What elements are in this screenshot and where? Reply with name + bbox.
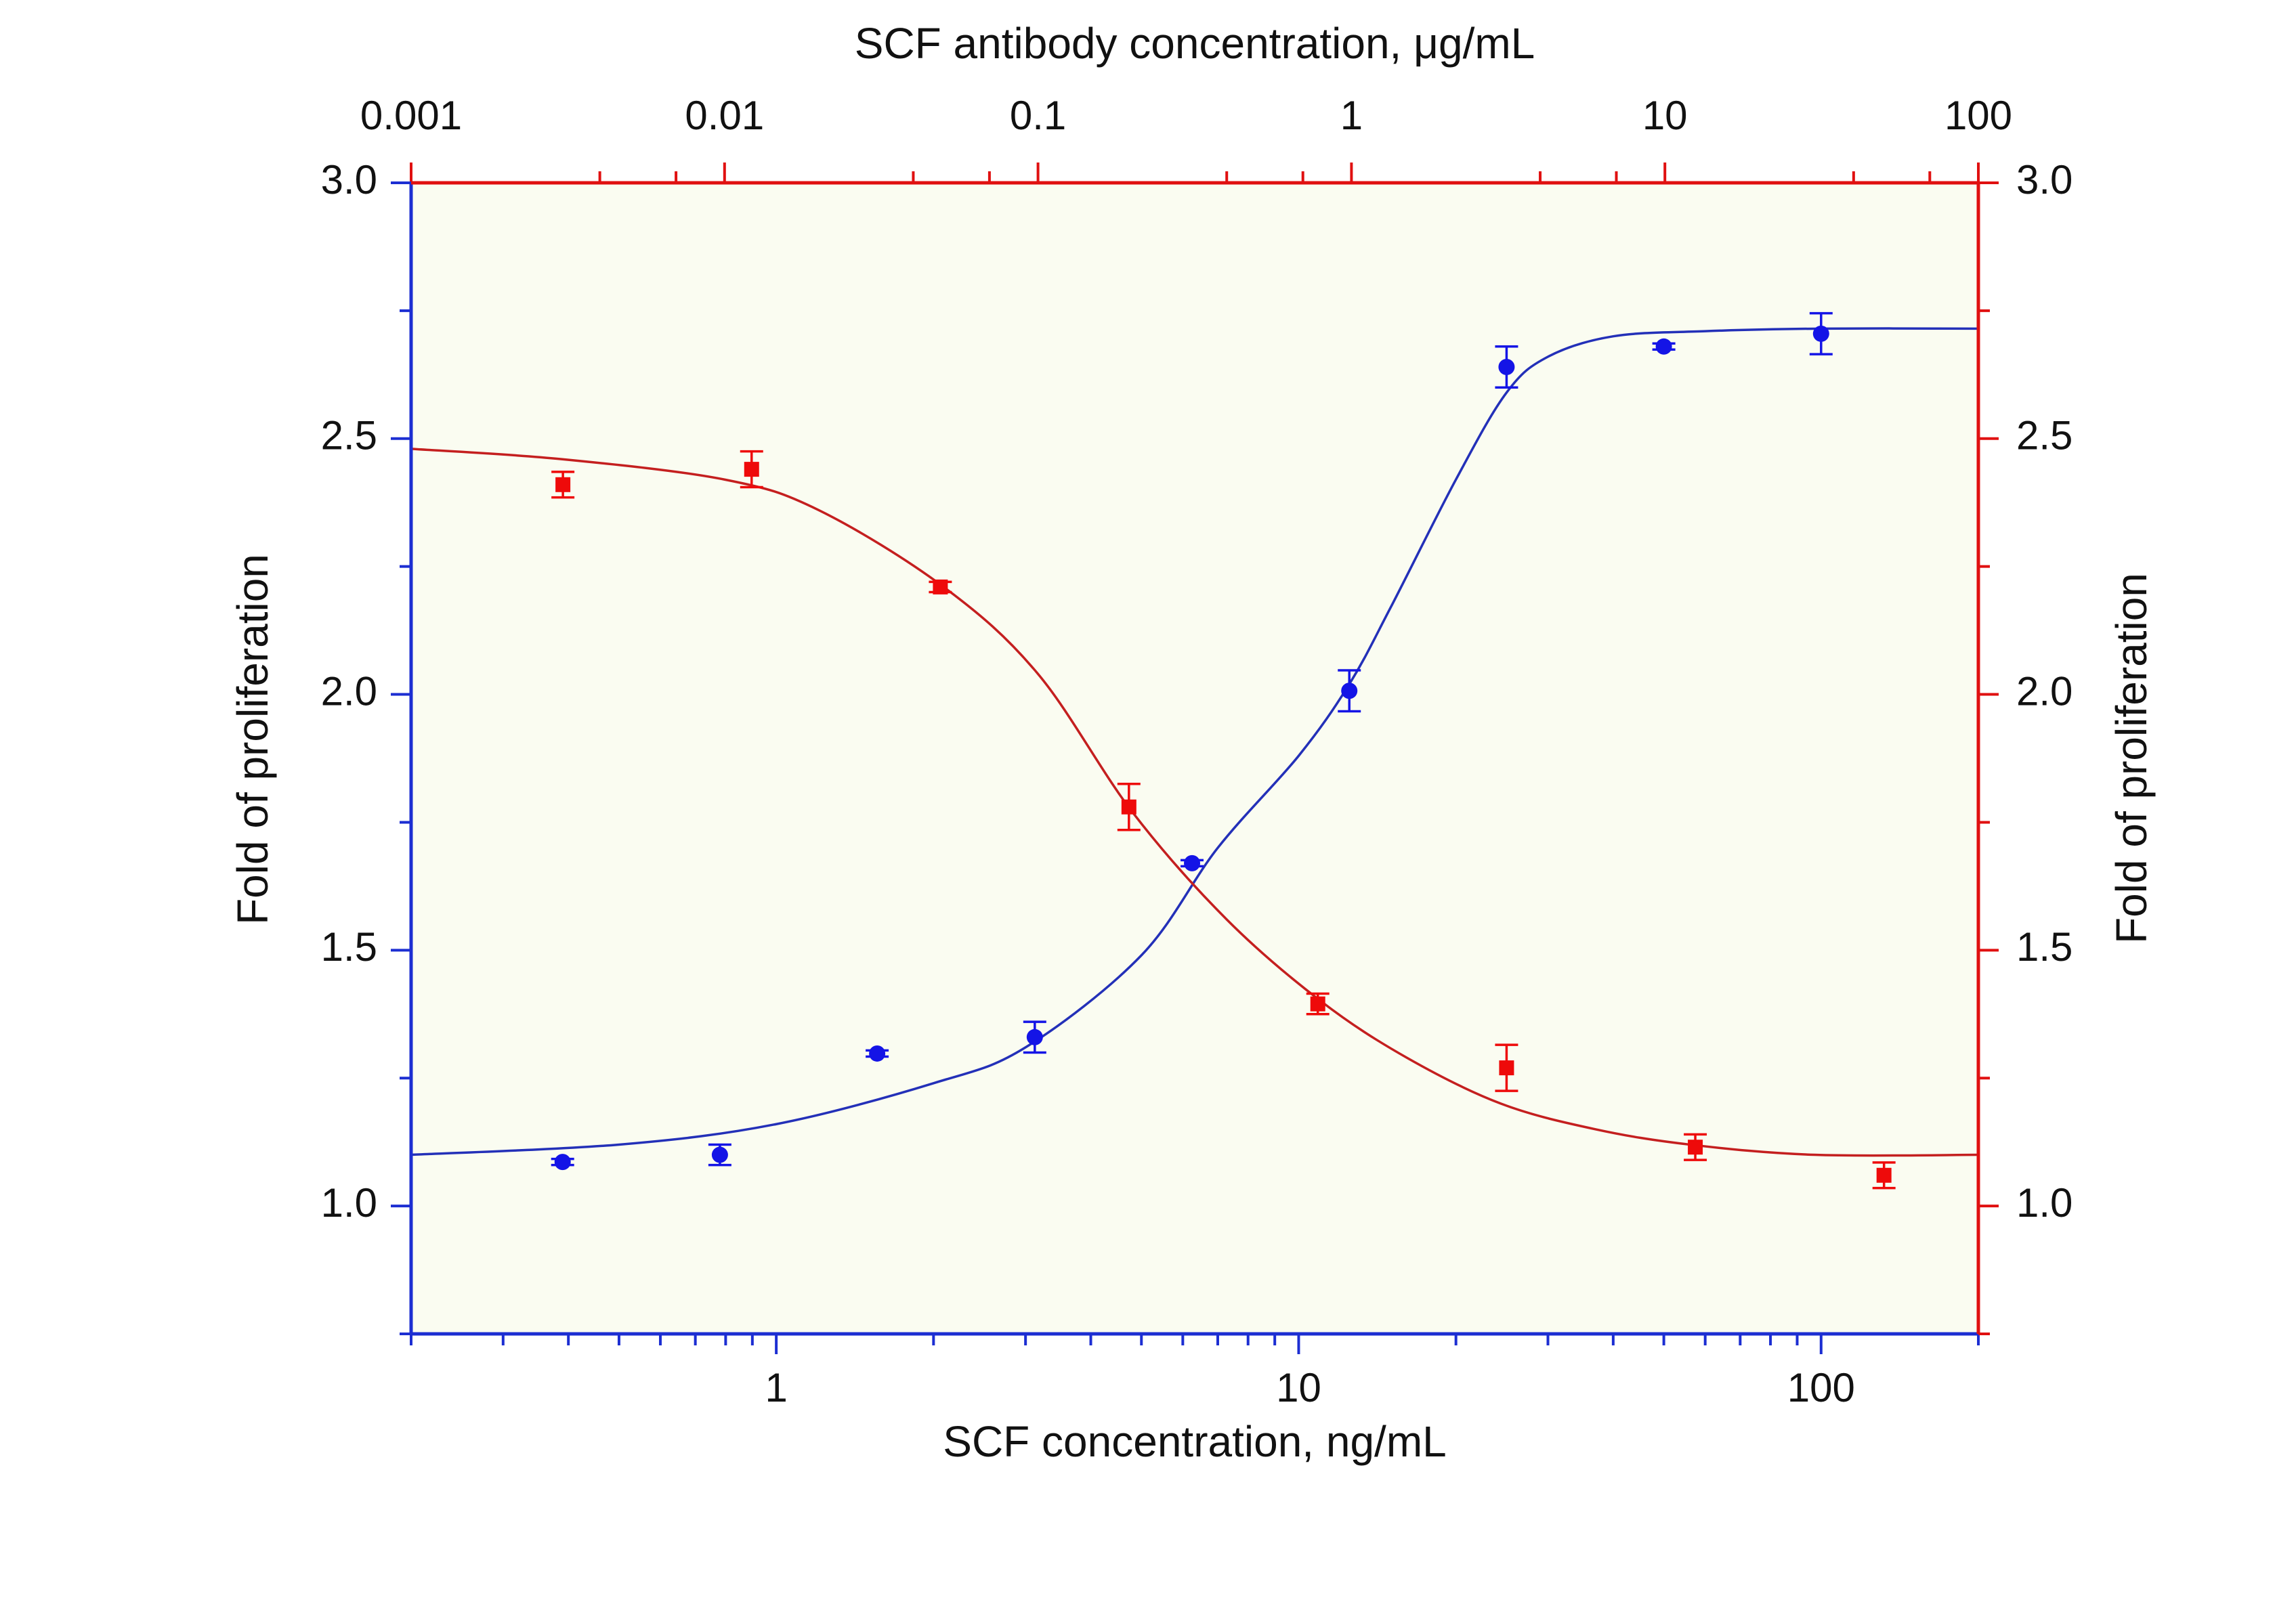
data-point [1121, 799, 1136, 815]
y2-tick-label: 2.0 [2016, 668, 2072, 714]
x-tick-label: 1 [765, 1365, 787, 1410]
x2-tick-label: 0.01 [685, 93, 764, 138]
y2-axis-title: Fold of proliferation [2107, 573, 2156, 944]
data-point [1026, 1029, 1043, 1045]
x2-tick-label: 100 [1944, 93, 2012, 138]
x-axis-title: SCF concentration, ng/mL [943, 1417, 1446, 1466]
x2-tick-label: 0.1 [1010, 93, 1066, 138]
fit-curve [410, 327, 1979, 1156]
fit-curve [410, 448, 1979, 1157]
y-tick-label: 1.0 [321, 1180, 377, 1226]
x2-tick-label: 0.001 [360, 93, 462, 138]
x-tick-label: 100 [1787, 1365, 1855, 1410]
data-point [1655, 338, 1672, 355]
data-point [744, 462, 759, 477]
y-tick-label: 2.5 [321, 413, 377, 458]
y-axis-title: Fold of proliferation [228, 554, 277, 925]
data-point [554, 1154, 571, 1171]
data-point [1499, 1060, 1514, 1076]
data-point [1310, 996, 1325, 1012]
x2-tick-label: 1 [1340, 93, 1363, 138]
y-tick-label: 1.5 [321, 924, 377, 970]
data-point [1184, 854, 1201, 871]
y2-tick-label: 1.5 [2016, 924, 2072, 970]
data-point [1688, 1140, 1703, 1155]
data-point [555, 477, 571, 492]
y-tick-label: 2.0 [321, 668, 377, 714]
data-point [1876, 1167, 1892, 1183]
y2-tick-label: 3.0 [2016, 157, 2072, 202]
data-point [1498, 359, 1515, 375]
data-point [711, 1146, 728, 1163]
data-point [933, 579, 948, 594]
data-point [869, 1045, 886, 1062]
data-point [1812, 325, 1829, 342]
plot-area [411, 183, 1978, 1334]
y2-tick-label: 2.5 [2016, 413, 2072, 458]
x2-tick-label: 10 [1642, 93, 1688, 138]
x2-axis-title: SCF antibody concentration, μg/mL [855, 19, 1535, 68]
y2-tick-label: 1.0 [2016, 1180, 2072, 1226]
data-point [1341, 683, 1358, 699]
x-tick-label: 10 [1276, 1365, 1321, 1410]
y-tick-label: 3.0 [321, 157, 377, 202]
